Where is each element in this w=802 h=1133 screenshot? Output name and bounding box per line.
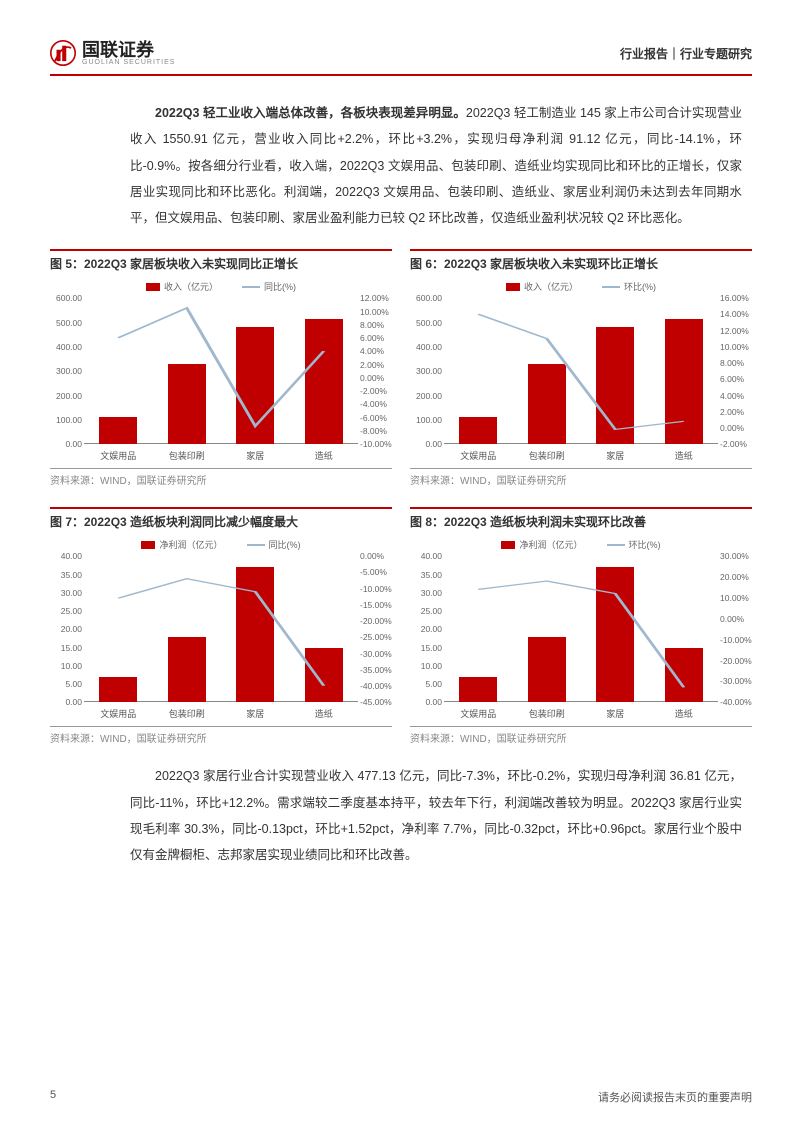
- page-footer: 5 请务必阅读报告末页的重要声明: [50, 1089, 752, 1105]
- logo-block: 国联证券 GUOLIAN SECURITIES: [50, 40, 175, 66]
- chart-7-source: 资料来源：WIND，国联证券研究所: [50, 726, 392, 745]
- chart-8: 图 8：2022Q3 造纸板块利润未实现环比改善 净利润（亿元）环比(%)0.0…: [410, 507, 752, 745]
- company-name-en: GUOLIAN SECURITIES: [82, 59, 175, 66]
- chart-5-plot: 收入（亿元）同比(%)0.00100.00200.00300.00400.005…: [50, 276, 392, 466]
- chart-8-title: 图 8：2022Q3 造纸板块利润未实现环比改善: [410, 507, 752, 530]
- chart-6-plot: 收入（亿元）环比(%)0.00100.00200.00300.00400.005…: [410, 276, 752, 466]
- charts-grid: 图 5：2022Q3 家居板块收入未实现同比正增长 收入（亿元）同比(%)0.0…: [50, 249, 752, 745]
- chart-7-title: 图 7：2022Q3 造纸板块利润同比减少幅度最大: [50, 507, 392, 530]
- chart-6-source: 资料来源：WIND，国联证券研究所: [410, 468, 752, 487]
- paragraph-2: 2022Q3 家居行业合计实现营业收入 477.13 亿元，同比-7.3%，环比…: [130, 763, 742, 868]
- chart-5: 图 5：2022Q3 家居板块收入未实现同比正增长 收入（亿元）同比(%)0.0…: [50, 249, 392, 487]
- header-doc-type: 行业报告｜行业专题研究: [620, 45, 752, 62]
- footer-disclaimer: 请务必阅读报告末页的重要声明: [598, 1089, 752, 1105]
- paragraph-1: 2022Q3 轻工业收入端总体改善，各板块表现差异明显。2022Q3 轻工制造业…: [130, 100, 742, 231]
- chart-5-source: 资料来源：WIND，国联证券研究所: [50, 468, 392, 487]
- company-name-cn: 国联证券: [82, 41, 175, 59]
- page-number: 5: [50, 1089, 56, 1105]
- chart-5-title: 图 5：2022Q3 家居板块收入未实现同比正增长: [50, 249, 392, 272]
- p1-bold: 2022Q3 轻工业收入端总体改善，各板块表现差异明显。: [155, 106, 466, 120]
- page-header: 国联证券 GUOLIAN SECURITIES 行业报告｜行业专题研究: [50, 40, 752, 76]
- chart-8-plot: 净利润（亿元）环比(%)0.005.0010.0015.0020.0025.00…: [410, 534, 752, 724]
- chart-7-plot: 净利润（亿元）同比(%)0.005.0010.0015.0020.0025.00…: [50, 534, 392, 724]
- chart-8-source: 资料来源：WIND，国联证券研究所: [410, 726, 752, 745]
- company-logo-icon: [50, 40, 76, 66]
- p1-rest: 2022Q3 轻工制造业 145 家上市公司合计实现营业收入 1550.91 亿…: [130, 106, 742, 225]
- p2-text: 2022Q3 家居行业合计实现营业收入 477.13 亿元，同比-7.3%，环比…: [130, 769, 742, 862]
- chart-7: 图 7：2022Q3 造纸板块利润同比减少幅度最大 净利润（亿元）同比(%)0.…: [50, 507, 392, 745]
- chart-6-title: 图 6：2022Q3 家居板块收入未实现环比正增长: [410, 249, 752, 272]
- chart-6: 图 6：2022Q3 家居板块收入未实现环比正增长 收入（亿元）环比(%)0.0…: [410, 249, 752, 487]
